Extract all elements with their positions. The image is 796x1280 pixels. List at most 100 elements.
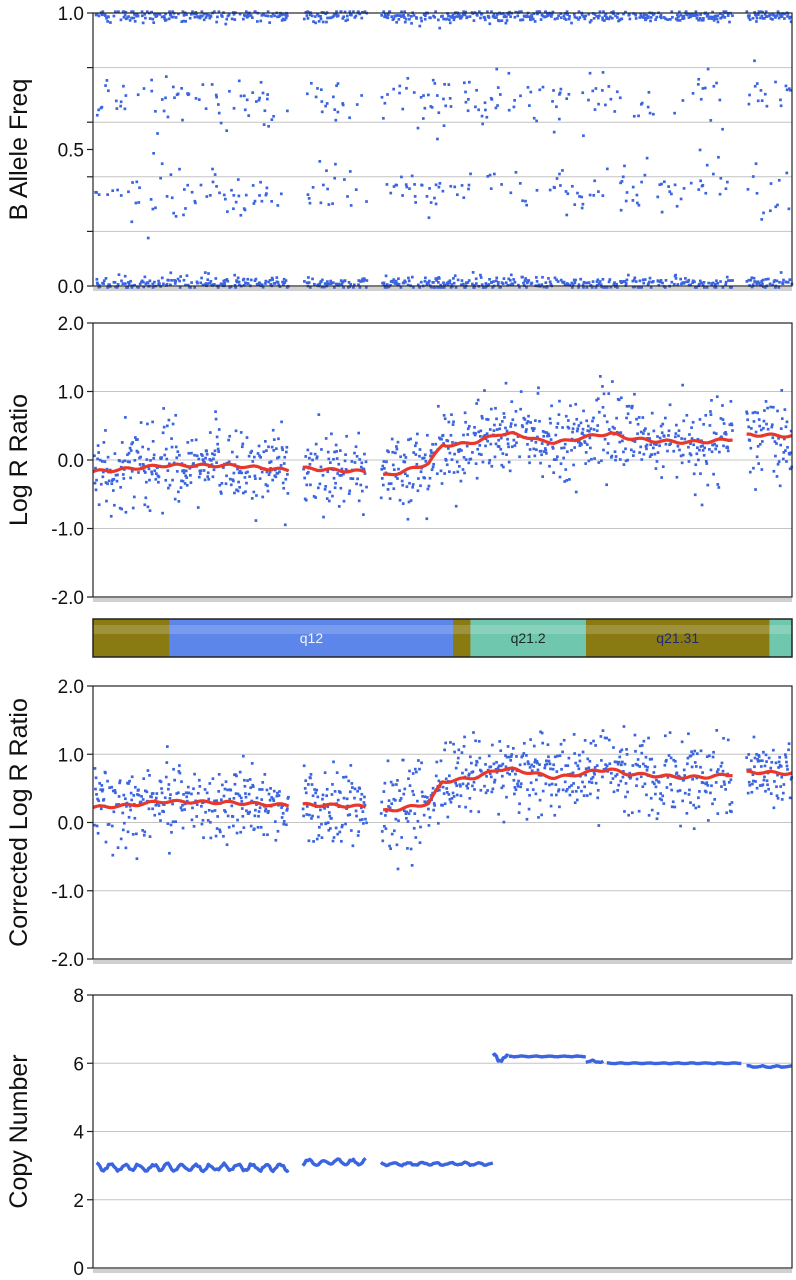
baf-point	[788, 88, 792, 92]
lrr-point	[204, 456, 207, 460]
baf-point	[153, 12, 157, 16]
lrr-point	[283, 455, 287, 459]
baf-point	[130, 286, 134, 289]
baf-point	[148, 279, 152, 283]
lrr-point	[567, 419, 570, 422]
lrr-point	[193, 453, 196, 457]
baf-point	[176, 277, 180, 281]
clrr-point	[247, 792, 251, 796]
lrr-point	[387, 482, 391, 486]
lrr-point	[272, 438, 276, 441]
lrr-point	[626, 412, 630, 416]
baf-point	[725, 275, 729, 279]
baf-point	[571, 283, 575, 287]
cn-segment	[585, 1058, 605, 1065]
clrr-point	[166, 822, 170, 825]
baf-point	[155, 14, 159, 18]
baf-point	[519, 18, 522, 22]
lrr-point	[586, 424, 590, 428]
baf-point	[548, 280, 552, 284]
baf-point	[582, 15, 586, 19]
clrr-point	[502, 820, 506, 824]
lrr-point	[564, 414, 568, 418]
baf-point	[261, 285, 265, 289]
baf-point	[679, 197, 683, 201]
baf-point	[442, 17, 445, 21]
lrr-point	[514, 423, 517, 427]
baf-point	[512, 105, 516, 109]
lrr-point	[239, 431, 243, 434]
clrr-point	[173, 778, 177, 782]
lrr-point	[782, 450, 786, 454]
baf-point	[594, 286, 598, 289]
baf-point	[281, 13, 285, 16]
clrr-point	[513, 792, 516, 796]
baf-point	[597, 14, 601, 18]
baf-point	[169, 13, 173, 17]
baf-point	[764, 10, 768, 14]
baf-point	[643, 278, 647, 281]
clrr-point	[257, 814, 260, 818]
clrr-point	[238, 770, 242, 774]
clrr-point	[180, 780, 183, 784]
lrr-point	[548, 417, 552, 421]
baf-point	[687, 278, 691, 282]
baf-point	[343, 10, 347, 14]
clrr-point	[453, 750, 456, 754]
clrr-point	[102, 797, 106, 801]
baf-point	[759, 89, 763, 92]
baf-point	[420, 19, 423, 23]
clrr-point	[446, 815, 450, 819]
lrr-point	[710, 450, 714, 454]
lrr-point	[442, 442, 445, 445]
lrr-point	[640, 458, 644, 461]
clrr-point	[347, 779, 351, 783]
baf-point	[525, 286, 528, 289]
clrr-point	[335, 771, 339, 775]
clrr-point	[170, 830, 173, 834]
clrr-point	[471, 770, 475, 774]
baf-point	[539, 18, 543, 21]
baf-point	[229, 285, 233, 289]
baf-point	[486, 175, 490, 178]
baf-point	[230, 188, 233, 192]
baf-point	[751, 16, 755, 20]
lrr-point	[308, 462, 312, 466]
baf-point	[614, 14, 617, 18]
clrr-point	[177, 770, 181, 773]
lrr-point	[261, 495, 265, 499]
clrr-point	[264, 807, 268, 811]
lrr-point	[422, 456, 426, 460]
baf-point	[761, 282, 764, 286]
baf-point	[460, 184, 464, 187]
baf-point	[230, 17, 234, 21]
lrr-point	[499, 436, 503, 440]
clrr-point	[253, 814, 257, 818]
lrr-point	[350, 460, 354, 463]
baf-point	[763, 16, 766, 20]
baf-point	[449, 15, 453, 18]
clrr-point	[511, 746, 515, 750]
cn-ytick-label: 4	[73, 1123, 84, 1144]
baf-point	[242, 94, 246, 98]
lrr-point	[779, 443, 783, 447]
baf-point	[408, 17, 411, 21]
clrr-point	[592, 770, 596, 774]
clrr-point	[302, 814, 305, 818]
baf-point	[108, 283, 111, 286]
baf-point	[448, 21, 452, 25]
clrr-point	[616, 788, 619, 792]
lrr-point	[176, 450, 180, 454]
clrr-point	[128, 779, 131, 783]
lrr-point	[198, 472, 202, 475]
lrr-point	[559, 462, 563, 466]
baf-point	[213, 173, 217, 176]
clrr-point	[267, 792, 271, 796]
lrr-point	[409, 437, 412, 441]
lrr-point	[148, 509, 152, 513]
baf-point	[306, 17, 310, 20]
clrr-point	[141, 798, 145, 801]
lrr-point	[648, 455, 652, 459]
baf-point	[357, 283, 360, 287]
baf-point	[713, 285, 716, 289]
